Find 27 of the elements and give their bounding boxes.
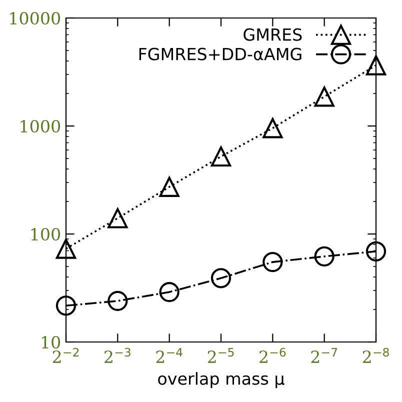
- y-tick-label: 100: [31, 228, 60, 241]
- point: [366, 55, 386, 76]
- point: [159, 282, 180, 302]
- x-tick-label: 2$^{−3}$: [104, 348, 130, 363]
- point: [262, 252, 283, 272]
- y-tick-label: 10: [42, 336, 60, 349]
- x-tick-label: 2$^{−7}$: [311, 348, 338, 363]
- point: [108, 290, 128, 312]
- legend-label: FGMRES+DD-αAMG: [139, 48, 302, 60]
- x-tick-label: 2$^{−4}$: [156, 348, 182, 363]
- point: [366, 241, 386, 262]
- x-tick-label: 2$^{−6}$: [260, 348, 286, 363]
- x-tick-label: 2$^{−5}$: [208, 348, 234, 363]
- point: [159, 176, 180, 197]
- y-tick-label: 10000: [10, 12, 60, 25]
- point: [56, 296, 76, 316]
- x-tick-label: 2$^{−2}$: [52, 348, 79, 363]
- point: [210, 268, 232, 288]
- point: [262, 118, 283, 138]
- x-tick-label: 2$^{−8}$: [362, 348, 389, 363]
- x-axis-title: overlap mass μ: [158, 372, 284, 388]
- point: [108, 208, 128, 228]
- point: [314, 86, 334, 107]
- legend-label: GMRES: [244, 28, 302, 41]
- point: [210, 146, 232, 167]
- y-tick-label: 1000: [20, 120, 60, 133]
- point: [314, 246, 334, 266]
